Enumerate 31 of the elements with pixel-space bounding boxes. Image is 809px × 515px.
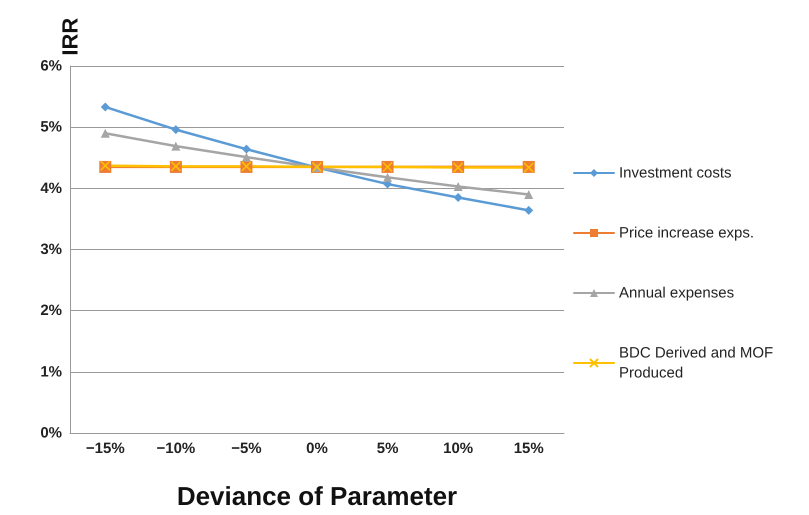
legend-label: Annual expenses	[619, 284, 734, 302]
point	[524, 206, 534, 215]
x-tick-label: −15%	[86, 440, 125, 457]
y-tick-label: 6%	[40, 58, 62, 74]
legend-label: Investment costs	[619, 164, 732, 182]
point	[242, 152, 251, 162]
point	[454, 193, 463, 202]
x-tick-label: −10%	[156, 440, 196, 457]
y-tick-label: 3%	[40, 241, 62, 258]
x-axis-title: Deviance of Parameter	[176, 481, 458, 511]
y-axis-title: IRR	[58, 18, 82, 56]
x-tick-label: 10%	[443, 440, 474, 457]
legend-label: Price increase exps.	[619, 224, 754, 242]
point	[171, 125, 180, 134]
x-tick-label: 0%	[306, 440, 328, 457]
y-tick-label: 0%	[40, 424, 62, 442]
point	[383, 172, 392, 182]
x-tick-label: −5%	[231, 440, 262, 457]
point	[171, 142, 180, 151]
point	[242, 144, 251, 154]
y-tick-label: 4%	[40, 180, 62, 197]
y-tick-label: 2%	[40, 302, 62, 320]
point	[100, 102, 110, 112]
x-tick-label: 5%	[376, 440, 398, 457]
point	[454, 182, 463, 191]
y-tick-label: 1%	[40, 363, 62, 380]
x-tick-label: 15%	[514, 440, 544, 457]
point	[524, 190, 534, 199]
legend-label: BDC Derived and MOF Produced	[619, 344, 778, 382]
point	[100, 128, 110, 138]
y-tick-label: 5%	[40, 118, 62, 136]
